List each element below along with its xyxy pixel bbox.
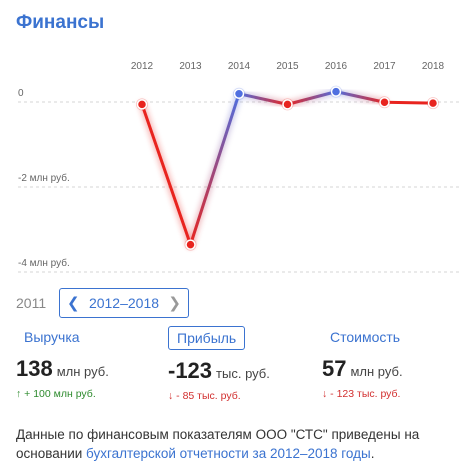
metric-value-cost: Стоимость 57 млн руб. ↓ - 123 тыс. руб. bbox=[322, 326, 472, 400]
metric-unit: тыс. руб. bbox=[216, 366, 270, 381]
line-chart-svg: 0 -2 млн руб. -4 млн руб. 2012 2013 2014 2015 2… bbox=[18, 61, 462, 273]
data-point bbox=[330, 86, 342, 97]
prev-year-label[interactable]: 2011 bbox=[16, 295, 47, 311]
series-line-segment bbox=[383, 100, 435, 105]
chevron-left-icon[interactable]: ❮ bbox=[67, 295, 80, 312]
y-tick-label: 0 bbox=[18, 88, 24, 99]
metric-number: -123 bbox=[168, 358, 213, 383]
metric-revenue: Выручка 138 млн руб. ↑ + 100 млн руб. bbox=[16, 326, 166, 400]
series-line-segment bbox=[334, 90, 386, 104]
section-title: Финансы bbox=[16, 12, 105, 33]
series-line-segment bbox=[189, 92, 241, 247]
metrics-row: Выручка 138 млн руб. ↑ + 100 млн руб. При… bbox=[16, 326, 456, 416]
metric-change-revenue: ↑ + 100 млн руб. bbox=[16, 388, 96, 400]
chevron-right-icon[interactable]: ❯ bbox=[168, 295, 181, 312]
data-point bbox=[282, 99, 293, 110]
x-tick-label: 2013 bbox=[179, 61, 202, 72]
data-source-note: Данные по финансовым показателям ООО "СТ… bbox=[16, 425, 456, 463]
metric-profit: Прибыль -123 тыс. руб. ↓ - 85 тыс. руб. bbox=[168, 326, 318, 402]
metric-tab-profit[interactable]: Прибыль bbox=[168, 326, 246, 350]
metric-unit: млн руб. bbox=[350, 364, 403, 379]
x-tick-label: 2012 bbox=[131, 61, 154, 72]
metric-change-cost: ↓ - 123 тыс. руб. bbox=[322, 388, 401, 400]
year-range-selector[interactable]: ❮ 2012–2018 ❯ bbox=[59, 288, 189, 318]
x-tick-label: 2015 bbox=[276, 61, 299, 72]
accounting-report-link[interactable]: бухгалтерской отчетности за 2012–2018 го… bbox=[86, 446, 371, 461]
metric-unit: млн руб. bbox=[56, 364, 109, 379]
metric-number: 57 bbox=[322, 356, 347, 381]
metric-value-revenue: 138 млн руб. bbox=[16, 356, 166, 382]
series-line-segment bbox=[140, 102, 192, 247]
y-tick-label: -4 млн руб. bbox=[18, 257, 70, 269]
x-tick-label: 2016 bbox=[325, 61, 348, 72]
profit-chart: 0 -2 млн руб. -4 млн руб. 2012 2013 2014 2015 2… bbox=[0, 52, 472, 284]
metric-number: 138 bbox=[16, 356, 53, 381]
year-range-label: 2012–2018 bbox=[88, 295, 160, 311]
series-line-segment bbox=[237, 92, 289, 106]
x-tick-label: 2014 bbox=[228, 61, 251, 72]
metric-change-profit: ↓ - 85 тыс. руб. bbox=[168, 390, 241, 402]
data-point bbox=[427, 97, 439, 109]
data-point bbox=[136, 99, 148, 110]
metric-value-profit: -123 тыс. руб. bbox=[168, 358, 318, 384]
metric-tab-revenue[interactable]: Выручка bbox=[24, 329, 80, 345]
y-tick-label: -2 млн руб. bbox=[18, 172, 70, 184]
x-tick-label: 2017 bbox=[373, 61, 396, 72]
year-range-row: 2011 ❮ 2012–2018 ❯ bbox=[16, 288, 456, 318]
series-line-segment bbox=[286, 90, 338, 106]
note-text-end: . bbox=[370, 446, 375, 461]
data-point bbox=[185, 239, 196, 250]
data-point bbox=[379, 97, 390, 108]
metric-value-cost-number: 57 млн руб. bbox=[322, 356, 472, 382]
note-text: Данные по финансовым показателям ООО "СТ… bbox=[16, 427, 420, 461]
data-point bbox=[233, 88, 245, 99]
x-tick-label: 2018 bbox=[422, 61, 445, 72]
metric-tab-cost[interactable]: Стоимость bbox=[330, 329, 401, 345]
